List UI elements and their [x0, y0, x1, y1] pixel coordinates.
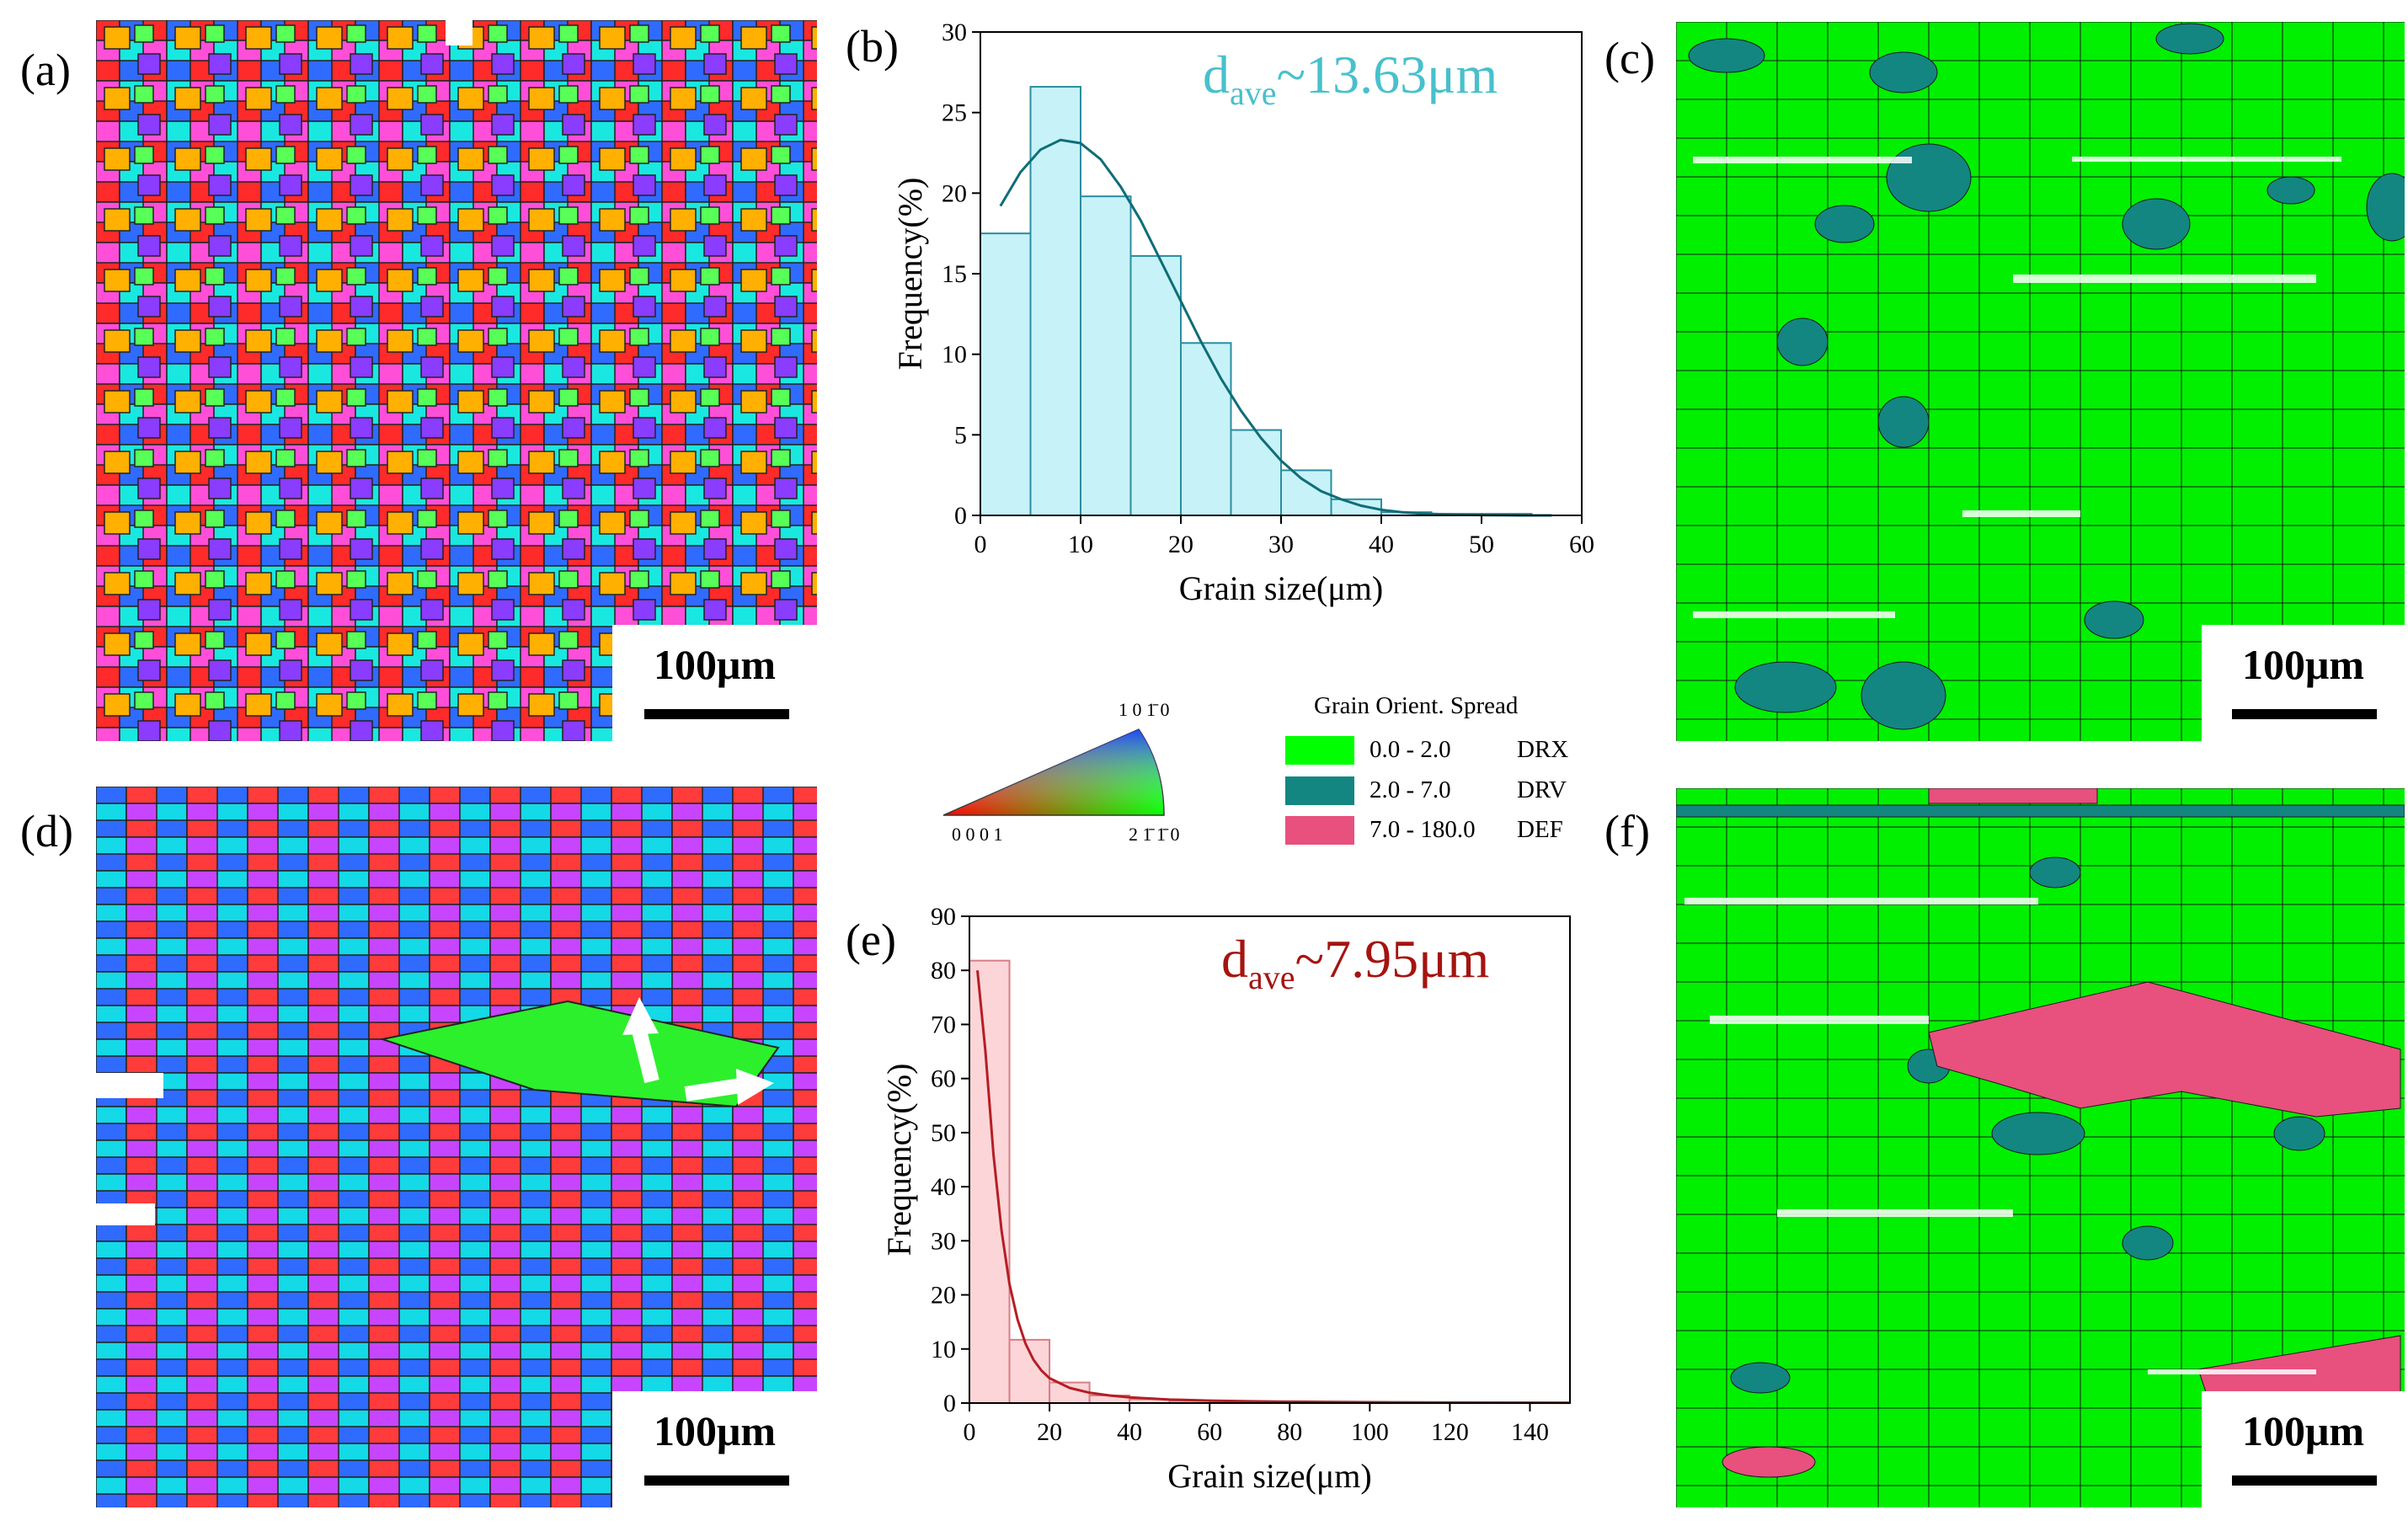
x-tick-label: 40	[1117, 1418, 1142, 1446]
y-tick-label: 20	[942, 179, 967, 207]
x-tick-label: 30	[1268, 531, 1294, 558]
gos-map-c	[1676, 22, 2405, 741]
plot-frame	[969, 915, 1571, 1404]
d-ave-subscript: ave	[1230, 74, 1277, 112]
d-ave-value: ~13.63μm	[1277, 45, 1498, 104]
gos-legend-title: Grain Orient. Spread	[1314, 692, 1519, 719]
d-ave-symbol: d	[1203, 45, 1230, 104]
gos-legend-label-drx: DRX	[1517, 736, 1569, 763]
x-tick-label: 20	[1037, 1418, 1062, 1446]
y-tick-label: 0	[943, 1390, 956, 1417]
gos-legend-swatch-drx	[1285, 736, 1354, 765]
x-tick-label: 40	[1369, 531, 1394, 558]
x-tick-label: 0	[974, 531, 987, 558]
scale-bar-c-label: 100μm	[2242, 641, 2364, 688]
gos-map-f	[1676, 788, 2405, 1507]
x-tick-label: 20	[1168, 531, 1193, 558]
d-ave-subscript: ave	[1248, 958, 1295, 996]
panel-label-a: (a)	[20, 45, 71, 95]
panel-label-d: (d)	[20, 806, 73, 856]
y-tick-label: 15	[942, 260, 967, 288]
y-tick-label: 5	[954, 421, 967, 449]
ipf-map-d	[96, 787, 817, 1507]
y-axis-label: Frequency(%)	[891, 178, 929, 371]
y-tick-label: 20	[931, 1282, 956, 1310]
gos-legend-row-drx: 0.0 - 2.0 DRX	[1285, 734, 1605, 768]
y-tick-label: 30	[942, 19, 967, 46]
gos-legend-swatch-def	[1285, 816, 1354, 845]
panel-label-e: (e)	[846, 915, 896, 965]
ipf-map-a	[96, 20, 817, 741]
gos-legend-range-drv: 2.0 - 7.0	[1370, 776, 1451, 803]
hist-bar	[1080, 195, 1132, 516]
x-tick-label: 60	[1197, 1418, 1222, 1446]
y-tick-label: 60	[931, 1065, 956, 1093]
d-ave-annotation: dave~13.63μm	[1203, 45, 1498, 112]
hist-bar	[1049, 1381, 1091, 1405]
x-tick-label: 140	[1511, 1418, 1549, 1446]
ipf-key-right-label: 2 1̄ 1̄ 0	[1129, 824, 1180, 845]
fit-curve	[976, 970, 1571, 1405]
scale-bar-a-label: 100μm	[654, 641, 776, 688]
y-tick-label: 40	[931, 1173, 956, 1201]
ipf-key-top-label: 1 0 1̄ 0	[1119, 699, 1170, 720]
x-tick-label: 50	[1469, 531, 1494, 558]
hist-bar	[980, 232, 1032, 516]
panel-label-c: (c)	[1604, 33, 1655, 83]
y-tick-label: 30	[931, 1227, 956, 1255]
hist-bar	[1180, 342, 1232, 517]
gos-legend-row-def: 7.0 - 180.0 DEF	[1285, 814, 1605, 848]
x-axis-label: Grain size(μm)	[1179, 569, 1383, 607]
hist-bar	[1129, 254, 1182, 516]
gos-legend-label-drv: DRV	[1517, 776, 1567, 803]
y-tick-label: 50	[931, 1119, 956, 1147]
scale-bar-f: 100μm	[2202, 1391, 2405, 1507]
ipf-key-left-label: 0 0 0 1	[952, 824, 1003, 845]
gos-legend-label-def: DEF	[1517, 816, 1563, 843]
x-tick-label: 0	[964, 1418, 976, 1446]
panel-label-f: (f)	[1604, 806, 1650, 856]
gos-legend-range-drx: 0.0 - 2.0	[1370, 736, 1451, 763]
y-tick-label: 0	[954, 502, 967, 530]
d-ave-value: ~7.95μm	[1295, 929, 1490, 989]
scale-bar-c: 100μm	[2202, 625, 2405, 741]
panel-label-b: (b)	[846, 21, 899, 72]
hist-bar	[1029, 86, 1081, 516]
scale-bar-c-line	[2232, 709, 2377, 719]
scale-bar-a-line	[644, 709, 789, 719]
fit-curve	[999, 138, 1552, 517]
y-tick-label: 80	[931, 957, 956, 984]
x-tick-label: 10	[1068, 531, 1093, 558]
hist-bar	[1230, 429, 1282, 516]
y-tick-label: 70	[931, 1011, 956, 1038]
x-tick-label: 100	[1351, 1418, 1389, 1446]
x-axis-label: Grain size(μm)	[1167, 1457, 1371, 1495]
y-axis-label: Frequency(%)	[880, 1064, 918, 1257]
scale-bar-d-line	[644, 1475, 789, 1486]
histogram-e: 0 20 40 60 80 100 120 140 0 10 20 30 40 50 60 70 80 90 Gra…	[880, 903, 1571, 1495]
x-tick-label: 120	[1431, 1418, 1469, 1446]
gos-legend-swatch-drv	[1285, 776, 1354, 805]
y-tick-label: 25	[942, 99, 967, 127]
histogram-b: 0 10 20 30 40 50 60 0 5 10 15 20 25 30 Grain size(μm) F…	[891, 19, 1594, 607]
d-ave-annotation: dave~7.95μm	[1221, 929, 1489, 996]
hist-bar	[969, 959, 1011, 1404]
y-tick-label: 10	[942, 341, 967, 369]
x-tick-label: 60	[1569, 531, 1594, 558]
x-tick-label: 80	[1277, 1418, 1302, 1446]
scale-bar-d: 100μm	[612, 1391, 817, 1507]
ipf-color-key	[942, 728, 1165, 816]
scale-bar-d-label: 100μm	[654, 1407, 776, 1454]
scale-bar-f-label: 100μm	[2242, 1407, 2364, 1454]
d-ave-symbol: d	[1221, 929, 1248, 989]
scale-bar-f-line	[2232, 1475, 2377, 1486]
gos-legend-range-def: 7.0 - 180.0	[1370, 816, 1476, 843]
scale-bar-a: 100μm	[612, 625, 817, 741]
y-tick-label: 90	[931, 903, 956, 931]
gos-legend-row-drv: 2.0 - 7.0 DRV	[1285, 775, 1605, 808]
y-tick-label: 10	[931, 1336, 956, 1363]
